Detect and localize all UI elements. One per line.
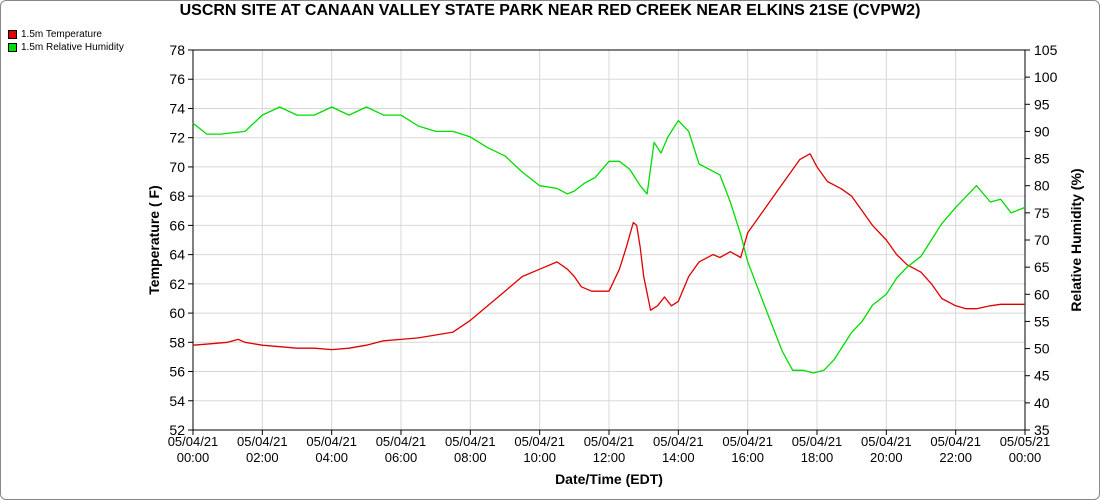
left-axis: 52 54 56 58 60 62 64 66 68 70 72 74 76 78 (169, 42, 193, 438)
right-axis-tick-label: 80 (1034, 178, 1050, 194)
x-axis-tick-label-time: 22:00 (939, 450, 972, 465)
series-line-humidity (192, 106, 1026, 374)
legend-entry-temperature: 1.5m Temperature (8, 28, 124, 41)
x-axis-tick-label-time: 04:00 (315, 450, 348, 465)
x-axis-tick-label-date: 05/04/21 (930, 434, 981, 449)
left-axis-tick-label: 64 (169, 247, 185, 263)
legend-label-temperature: 1.5m Temperature (21, 29, 102, 40)
x-axis-tick-label-time: 14:00 (662, 450, 695, 465)
left-axis-tick-label: 72 (169, 130, 185, 146)
left-axis-tick-label: 78 (169, 42, 185, 58)
x-axis-tick-label-date: 05/04/21 (445, 434, 496, 449)
right-axis-tick-label: 75 (1034, 205, 1050, 221)
x-axis-tick-label-date: 05/04/21 (653, 434, 704, 449)
right-axis-tick-label: 50 (1034, 341, 1050, 357)
x-axis-tick-label-date: 05/04/21 (237, 434, 288, 449)
y-axis-label-left: Temperature ( F) (146, 185, 162, 294)
x-axis-tick-label-date: 05/04/21 (376, 434, 427, 449)
left-axis-tick-label: 52 (169, 422, 185, 438)
legend-swatch-temperature (8, 30, 17, 39)
right-axis-tick-label: 65 (1034, 259, 1050, 275)
left-axis-tick-label: 68 (169, 188, 185, 204)
left-axis-tick-label: 56 (169, 364, 185, 380)
right-axis-tick-label: 100 (1034, 69, 1058, 85)
right-axis-tick-label: 95 (1034, 96, 1050, 112)
y-axis-label-right: Relative Humidity (%) (1068, 168, 1084, 311)
x-axis-tick-label-time: 16:00 (731, 450, 764, 465)
right-axis-tick-label: 45 (1034, 368, 1050, 384)
right-axis-tick-label: 55 (1034, 313, 1050, 329)
right-axis-tick-label: 35 (1034, 422, 1050, 438)
x-axis-tick-label-date: 05/04/21 (722, 434, 773, 449)
legend-swatch-humidity (8, 43, 17, 52)
left-axis-tick-label: 70 (169, 159, 185, 175)
x-axis-tick-label-date: 05/04/21 (306, 434, 357, 449)
left-axis-tick-label: 76 (169, 71, 185, 87)
left-axis-tick-label: 62 (169, 276, 185, 292)
x-axis-tick-label-time: 00:00 (1009, 450, 1042, 465)
legend-entry-humidity: 1.5m Relative Humidity (8, 41, 124, 54)
x-axis-tick-label-time: 10:00 (523, 450, 556, 465)
left-axis-tick-label: 74 (169, 100, 185, 116)
x-axis-tick-label-time: 02:00 (246, 450, 279, 465)
left-axis-tick-label: 60 (169, 305, 185, 321)
legend-label-humidity: 1.5m Relative Humidity (21, 42, 124, 53)
left-axis-tick-label: 58 (169, 334, 185, 350)
x-axis-tick-label-date: 05/04/21 (168, 434, 219, 449)
x-axis: 05/04/2100:0005/04/2102:0005/04/2104:000… (168, 430, 1051, 465)
x-axis-tick-label-date: 05/04/21 (792, 434, 843, 449)
legend: 1.5m Temperature 1.5m Relative Humidity (8, 28, 124, 54)
x-axis-tick-label-date: 05/04/21 (861, 434, 912, 449)
x-axis-tick-label-time: 08:00 (454, 450, 487, 465)
left-axis-tick-label: 54 (169, 393, 185, 409)
right-axis-tick-label: 85 (1034, 151, 1050, 167)
x-axis-tick-label-time: 00:00 (177, 450, 210, 465)
x-axis-tick-label-date: 05/04/21 (584, 434, 635, 449)
chart-title: USCRN SITE AT CANAAN VALLEY STATE PARK N… (179, 2, 921, 19)
x-axis-label: Date/Time (EDT) (555, 471, 663, 487)
left-axis-tick-label: 66 (169, 217, 185, 233)
right-axis-tick-label: 60 (1034, 286, 1050, 302)
right-axis-tick-label: 40 (1034, 395, 1050, 411)
right-axis-tick-label: 90 (1034, 123, 1050, 139)
x-axis-tick-label-time: 06:00 (385, 450, 418, 465)
x-axis-tick-label-date: 05/05/21 (1000, 434, 1051, 449)
grid-lines (193, 50, 1025, 430)
x-axis-tick-label-time: 20:00 (870, 450, 903, 465)
x-axis-tick-label-date: 05/04/21 (514, 434, 565, 449)
right-axis: 35 40 45 50 55 60 65 70 75 80 85 90 95 100 105 (1025, 42, 1058, 438)
x-axis-tick-label-time: 12:00 (593, 450, 626, 465)
right-axis-tick-label: 70 (1034, 232, 1050, 248)
series-line-temperature (192, 153, 1025, 351)
right-axis-tick-label: 105 (1034, 42, 1058, 58)
series-layer (192, 106, 1026, 374)
x-axis-tick-label-time: 18:00 (801, 450, 834, 465)
